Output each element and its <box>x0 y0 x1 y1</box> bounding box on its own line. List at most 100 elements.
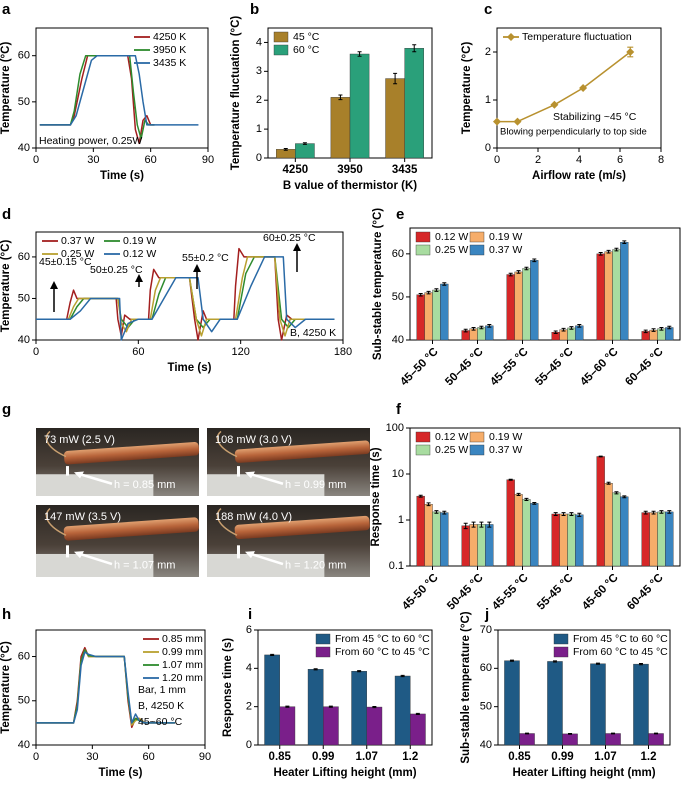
panel-label: d <box>2 206 11 223</box>
error-bar <box>400 674 405 678</box>
photo-wire <box>216 430 238 458</box>
legend-label: 0.25 W <box>435 244 468 256</box>
x-tick-label: 0.99 <box>312 751 334 763</box>
x-tick-label: 8 <box>658 154 664 166</box>
error-bar <box>667 325 672 330</box>
error-bar <box>508 478 513 481</box>
error-bar <box>302 142 307 145</box>
x-tick-label: 45–50 °C <box>398 346 440 388</box>
bar <box>424 504 433 567</box>
error-bar <box>463 328 468 333</box>
y-tick-label: 4 <box>256 36 262 48</box>
error-bar <box>569 512 574 517</box>
bar <box>648 733 664 746</box>
x-tick-label: 120 <box>231 346 249 358</box>
photo-caption: 147 mW (3.5 V) <box>44 511 121 523</box>
photo-wire <box>45 508 67 536</box>
marker <box>579 84 588 92</box>
bar <box>551 513 560 567</box>
error-bar <box>622 495 627 499</box>
legend-label: 0.37 W <box>489 444 522 456</box>
error-bar <box>659 510 664 514</box>
error-bar <box>659 327 664 331</box>
error-bar <box>614 247 619 252</box>
legend-swatch <box>273 44 289 56</box>
arrow-head <box>135 274 143 282</box>
y-axis-label: Sub-stable temperature (°C) <box>372 208 384 360</box>
bar <box>514 271 523 341</box>
y-tick-label: 40 <box>480 739 492 751</box>
legend-swatch <box>415 231 431 243</box>
error-bar <box>516 492 521 497</box>
bar <box>612 492 621 567</box>
legend-label: 0.99 mm <box>162 646 203 658</box>
x-tick-label: 4250 <box>283 164 309 176</box>
height-arrow <box>250 473 284 485</box>
bar <box>295 143 315 159</box>
error-bar <box>643 329 648 334</box>
y-tick-label: 70 <box>480 624 492 636</box>
plot-frame <box>35 27 209 149</box>
error-bar <box>598 455 603 458</box>
bar <box>605 733 621 746</box>
legend-swatch <box>315 633 331 645</box>
height-arrow-head <box>245 471 255 479</box>
error-bar <box>418 494 423 498</box>
legend-label: 0.25 W <box>435 444 468 456</box>
legend-swatch <box>469 231 485 243</box>
error-bar <box>552 660 557 663</box>
y-tick-label: 50 <box>18 695 30 707</box>
error-bar <box>434 510 439 514</box>
error-bar <box>569 326 574 330</box>
x-tick-label: 3435 <box>392 164 418 176</box>
bar <box>530 503 539 567</box>
x-tick-label: 0.85 <box>269 751 292 763</box>
x-tick-label: 180 <box>334 346 352 358</box>
error-bar <box>357 670 362 673</box>
bar <box>432 289 441 341</box>
height-arrow-head <box>245 551 255 559</box>
error-bar <box>463 522 468 530</box>
y-tick-label: 6 <box>246 624 252 636</box>
annotation: 55±0.2 °C <box>182 252 229 264</box>
x-tick-label: 0 <box>33 154 39 166</box>
photo-height: h = 0.99 mm <box>285 479 346 491</box>
error-bar <box>524 497 529 502</box>
error-bar <box>479 325 484 330</box>
bar <box>612 249 621 341</box>
x-tick-label: 50-45 °C <box>445 572 486 613</box>
legend-swatch <box>415 244 431 256</box>
bar <box>279 706 296 746</box>
error-bar <box>606 481 611 485</box>
bar <box>440 512 449 567</box>
y-axis-label: Response time (s) <box>370 447 382 546</box>
bar <box>366 706 383 746</box>
bar <box>506 479 515 567</box>
error-bar <box>622 240 627 245</box>
photo-base <box>207 553 325 577</box>
error-bar <box>532 502 537 505</box>
bar <box>620 496 629 567</box>
legend-marker <box>507 33 515 41</box>
error-bar <box>479 521 484 528</box>
legend-label: 0.12 W <box>435 231 468 243</box>
marker <box>550 100 559 109</box>
y-tick-label: 60 <box>18 650 30 662</box>
legend-label: 0.19 W <box>489 431 522 443</box>
annotation: B, 4250 K <box>138 700 184 712</box>
x-tick-label: 90 <box>199 751 211 763</box>
marker <box>626 48 635 56</box>
panel-label: i <box>248 606 252 623</box>
legend-label: From 45 °C to 60 °C <box>573 633 668 645</box>
bar <box>394 675 411 746</box>
legend-label: 4250 K <box>153 31 186 43</box>
error-bar <box>418 292 423 297</box>
arrow-head <box>50 281 58 289</box>
plot-frame <box>35 629 206 746</box>
y-tick-label: 1 <box>256 123 262 135</box>
error-bar <box>516 270 521 274</box>
error-bar <box>328 705 333 708</box>
y-tick-label: 60 <box>18 50 30 62</box>
error-bar <box>595 662 600 665</box>
y-tick-label: 60 <box>392 248 404 260</box>
